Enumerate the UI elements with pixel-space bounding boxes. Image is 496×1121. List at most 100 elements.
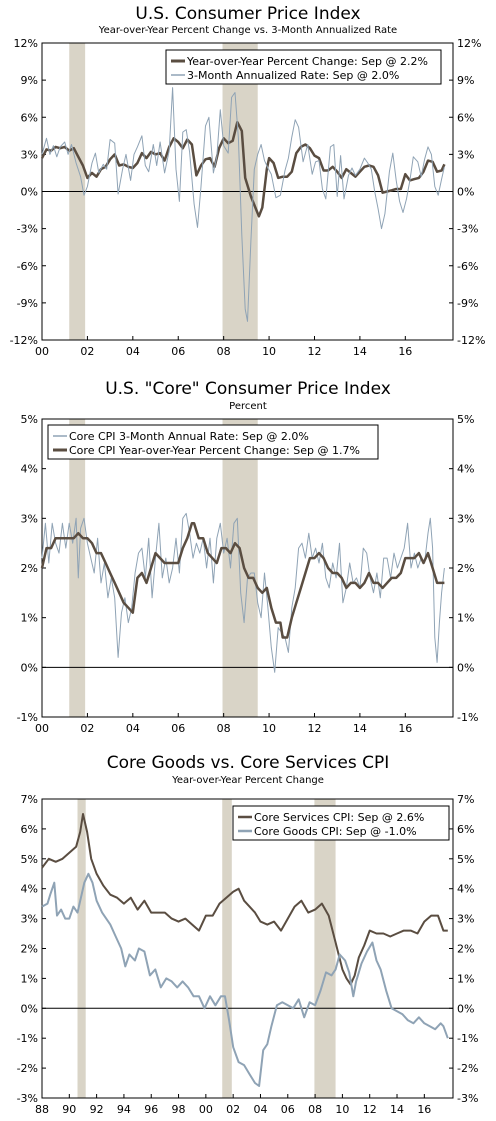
x-tick-label: 14 <box>353 722 367 735</box>
y-tick-label-right: 1% <box>457 972 474 985</box>
y-tick-label-left: -6% <box>17 260 38 273</box>
series-line-1 <box>41 87 445 322</box>
x-tick-label: 02 <box>80 722 94 735</box>
chart-subtitle: Percent <box>229 401 267 412</box>
y-tick-label-left: -3% <box>17 1092 38 1105</box>
x-tick-label: 02 <box>226 1103 240 1116</box>
y-tick-label-right: 0% <box>457 1002 474 1015</box>
y-tick-label-right: -2% <box>457 1062 478 1075</box>
x-tick-label: 10 <box>262 345 276 358</box>
legend-label: Core Services CPI: Sep @ 2.6% <box>254 811 424 824</box>
x-tick-label: 16 <box>417 1103 431 1116</box>
x-tick-label: 04 <box>126 345 140 358</box>
y-tick-label-left: 3% <box>21 148 38 161</box>
y-tick-label-right: -3% <box>457 223 478 236</box>
x-tick-label: 08 <box>217 722 231 735</box>
plot-frame <box>41 798 454 1099</box>
y-tick-label-right: 5% <box>457 413 474 426</box>
x-tick-label: 06 <box>171 722 185 735</box>
y-tick-label-left: 7% <box>21 793 38 806</box>
y-tick-label-left: 3% <box>21 913 38 926</box>
y-tick-label-right: 6% <box>457 111 474 124</box>
y-tick-label-left: 4% <box>21 463 38 476</box>
y-tick-label-right: 3% <box>457 148 474 161</box>
y-tick-label-right: 4% <box>457 883 474 896</box>
series-line-0 <box>40 120 446 218</box>
x-tick-label: 12 <box>307 345 321 358</box>
y-tick-label-right: 1% <box>457 612 474 625</box>
x-tick-label: 10 <box>335 1103 349 1116</box>
series-line-0 <box>41 813 448 986</box>
y-tick-label-left: -1% <box>17 1032 38 1045</box>
x-tick-label: 08 <box>217 345 231 358</box>
y-tick-label-left: -1% <box>17 711 38 724</box>
x-tick-label: 98 <box>172 1103 186 1116</box>
y-tick-label-right: -1% <box>457 1032 478 1045</box>
x-tick-label: 00 <box>199 1103 213 1116</box>
y-tick-label-left: 1% <box>21 972 38 985</box>
legend-label: Core CPI 3-Month Annual Rate: Sep @ 2.0% <box>69 430 309 443</box>
y-tick-label-right: -6% <box>457 260 478 273</box>
y-tick-label-right: 2% <box>457 562 474 575</box>
series-line-0 <box>41 512 445 673</box>
y-tick-label-left: 4% <box>21 883 38 896</box>
y-tick-label-right: 0% <box>457 186 474 199</box>
y-tick-label-left: 5% <box>21 413 38 426</box>
y-tick-label-left: 12% <box>14 37 38 50</box>
series-line-1 <box>41 872 449 1087</box>
recession-shade <box>314 799 336 1098</box>
legend-label: Core CPI Year-over-Year Percent Change: … <box>69 444 360 457</box>
y-tick-label-right: 3% <box>457 913 474 926</box>
y-tick-label-right: -12% <box>457 334 485 347</box>
y-tick-label-left: 2% <box>21 943 38 956</box>
x-tick-label: 08 <box>308 1103 322 1116</box>
y-tick-label-right: 5% <box>457 853 474 866</box>
recession-shade <box>77 799 86 1098</box>
y-tick-label-left: 6% <box>21 111 38 124</box>
y-tick-label-left: 2% <box>21 562 38 575</box>
x-tick-label: 06 <box>171 345 185 358</box>
y-tick-label-left: -2% <box>17 1062 38 1075</box>
y-tick-label-left: 9% <box>21 74 38 87</box>
y-tick-label-left: 3% <box>21 512 38 525</box>
y-tick-label-right: 4% <box>457 463 474 476</box>
recession-shade <box>222 799 232 1098</box>
y-tick-label-left: 0% <box>21 661 38 674</box>
recession-shade <box>69 419 86 717</box>
y-tick-label-left: 5% <box>21 853 38 866</box>
x-tick-label: 16 <box>398 345 412 358</box>
chart-panel-headline-cpi: U.S. Consumer Price Index Year-over-Year… <box>0 0 496 365</box>
x-tick-label: 04 <box>126 722 140 735</box>
y-tick-label-right: 3% <box>457 512 474 525</box>
x-tick-label: 00 <box>35 345 49 358</box>
chart-panel-core-cpi: U.S. "Core" Consumer Price Index Percent… <box>17 379 479 735</box>
x-tick-label: 00 <box>35 722 49 735</box>
y-tick-label-right: 6% <box>457 823 474 836</box>
x-tick-label: 06 <box>281 1103 295 1116</box>
x-tick-label: 14 <box>390 1103 404 1116</box>
y-tick-label-right: 12% <box>457 37 481 50</box>
chart-title: U.S. "Core" Consumer Price Index <box>105 379 391 399</box>
x-tick-label: 94 <box>117 1103 131 1116</box>
legend-label: 3-Month Annualized Rate: Sep @ 2.0% <box>187 69 399 82</box>
x-tick-label: 14 <box>353 345 367 358</box>
y-tick-label-left: 6% <box>21 823 38 836</box>
legend-box <box>232 805 450 841</box>
chart-subtitle: Year-over-Year Percent Change vs. 3-Mont… <box>98 25 398 36</box>
x-tick-label: 90 <box>62 1103 76 1116</box>
x-tick-label: 88 <box>35 1103 49 1116</box>
x-tick-label: 12 <box>307 722 321 735</box>
y-tick-label-left: -12% <box>10 334 38 347</box>
chart-title: Core Goods vs. Core Services CPI <box>106 753 390 773</box>
chart-svg-headline-cpi: 12% 12% 9% 9% 6% 6% 3% 3% 0% 0% -3% -3% -6% -6% -9% -9%… <box>10 37 486 358</box>
y-tick-label-left: -3% <box>17 223 38 236</box>
x-tick-label: 96 <box>144 1103 158 1116</box>
y-tick-label-right: 2% <box>457 943 474 956</box>
x-tick-label: 02 <box>80 345 94 358</box>
y-tick-label-left: 1% <box>21 612 38 625</box>
x-tick-label: 10 <box>262 722 276 735</box>
x-tick-label: 16 <box>398 722 412 735</box>
y-tick-label-right: 9% <box>457 74 474 87</box>
